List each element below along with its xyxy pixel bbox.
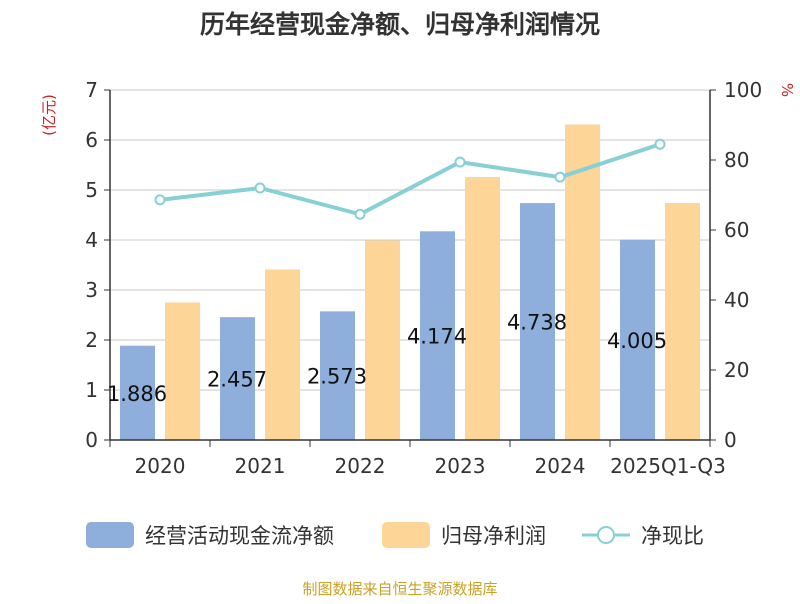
left-axis-unit: (亿元): [40, 94, 58, 136]
legend-label-ratio: 净现比: [641, 524, 704, 548]
bar-net-profit: [165, 302, 200, 440]
right-axis-unit: %: [778, 83, 796, 97]
legend-label-cash-flow: 经营活动现金流净额: [145, 524, 334, 548]
bar-cash-flow: [420, 231, 455, 440]
bar-cash-flow: [620, 239, 655, 440]
source-note: 制图数据来自恒生聚源数据库: [302, 580, 497, 598]
x-category-label: 2024: [535, 454, 586, 478]
ratio-line-point: [554, 171, 566, 183]
legend-label-net-profit: 归母净利润: [441, 524, 546, 548]
x-category-label: 2025Q1-Q3: [610, 454, 726, 478]
right-tick-label: 60: [724, 218, 749, 242]
left-tick-label: 3: [85, 278, 98, 302]
right-tick-label: 0: [724, 428, 737, 452]
bar-cash-flow: [520, 203, 555, 440]
bar-data-label: 1.886: [107, 382, 167, 406]
legend-swatch-net-profit: [382, 522, 430, 548]
ratio-line-point: [654, 138, 666, 150]
bar-cash-flow: [120, 345, 155, 440]
bar-data-label: 2.457: [207, 368, 267, 392]
legend-swatch-ratio-marker: [597, 526, 615, 544]
ratio-line-path: [159, 142, 661, 217]
x-category-label: 2020: [135, 454, 186, 478]
bar-data-label: 4.738: [507, 311, 567, 335]
bar-data-label: 4.005: [607, 329, 667, 353]
left-tick-label: 4: [85, 228, 98, 252]
legend-swatch-cash-flow: [86, 522, 134, 548]
ratio-line-point: [254, 182, 266, 194]
x-category-label: 2021: [235, 454, 286, 478]
left-tick-label: 7: [85, 78, 98, 102]
left-tick-label: 1: [85, 378, 98, 402]
right-tick-label: 40: [724, 288, 749, 312]
data-labels: 1.886 2.457 2.573 4.174 4.738 4.005: [107, 311, 667, 406]
chart-title: 历年经营现金净额、归母净利润情况: [200, 10, 600, 39]
bar-data-label: 2.573: [307, 365, 367, 389]
bars: [120, 124, 700, 440]
axes: 0 1 2 3 4 5 6 7 0 20 40 60 80 100 2020 2021 2022 2023 2024…: [85, 78, 762, 478]
ratio-line-point: [354, 208, 366, 220]
right-tick-label: 20: [724, 358, 749, 382]
ratio-line: [154, 138, 666, 220]
left-tick-label: 2: [85, 328, 98, 352]
left-tick-label: 0: [85, 428, 98, 452]
ratio-line-point: [454, 156, 466, 168]
bar-net-profit: [565, 124, 600, 440]
right-tick-label: 80: [724, 148, 749, 172]
legend: 经营活动现金流净额 归母净利润 净现比: [86, 522, 704, 548]
bar-net-profit: [465, 177, 500, 440]
left-tick-label: 5: [85, 178, 98, 202]
bar-net-profit: [265, 269, 300, 440]
right-tick-label: 100: [724, 78, 762, 102]
bar-data-label: 4.174: [407, 325, 467, 349]
x-category-label: 2022: [335, 454, 386, 478]
left-tick-label: 6: [85, 128, 98, 152]
bar-net-profit: [365, 240, 400, 440]
ratio-line-point: [154, 194, 166, 206]
bar-net-profit: [665, 203, 700, 440]
x-category-label: 2023: [435, 454, 486, 478]
bar-cash-flow: [220, 317, 255, 440]
bar-cash-flow: [320, 311, 355, 440]
